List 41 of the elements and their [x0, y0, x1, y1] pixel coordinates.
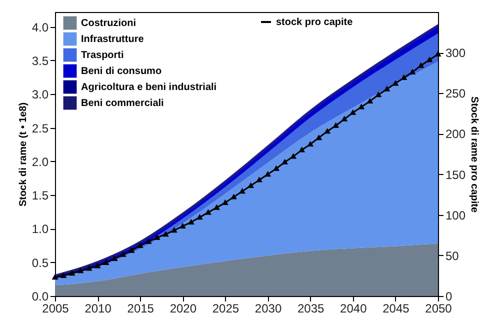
legend-label: stock pro capite: [276, 17, 354, 28]
y2-tick-label: 250: [446, 86, 466, 101]
y2-tick-label: 0: [446, 290, 452, 304]
y2-tick-label: 150: [446, 168, 466, 182]
y2-axis-title: Stock di rame pro capite: [468, 96, 480, 214]
point: [265, 172, 270, 177]
legend-label: Agricoltura e beni industriali: [81, 82, 217, 93]
point: [316, 135, 322, 140]
y-tick-label: 3.5: [32, 54, 49, 68]
x-tick-label: 2015: [127, 302, 154, 316]
legend-label: Costruzioni: [81, 18, 136, 29]
x-tick-label: 2050: [425, 302, 452, 316]
y-tick-label: 1.5: [32, 188, 49, 203]
y-tick-label: 2.0: [32, 154, 49, 169]
y2-tick-label: 100: [446, 208, 466, 222]
legend-label: Infrastrutture: [81, 34, 144, 45]
y-tick-label: 1.0: [32, 222, 49, 236]
x-tick-label: 2010: [84, 302, 112, 316]
y-tick-label: 4.0: [32, 20, 49, 34]
x-tick-label: 2040: [340, 302, 368, 316]
legend-label: Trasporti: [81, 50, 124, 61]
x-tick-label: 2035: [297, 302, 325, 316]
legend-label: Beni di consumo: [81, 66, 162, 77]
y2-tick-label: 300: [446, 46, 466, 60]
point: [308, 142, 313, 147]
y-tick-label: 3.0: [32, 88, 49, 102]
y2-tick-label: 200: [446, 127, 466, 142]
y-tick-label: 0.5: [32, 256, 49, 270]
y-tick-label: 2.5: [32, 121, 49, 136]
x-tick-label: 2025: [212, 302, 240, 316]
point: [197, 214, 202, 220]
y-axis-title: Stock di rame (t • 1e8): [18, 102, 29, 207]
y-tick-label: 0.0: [32, 290, 49, 304]
x-tick-label: 2030: [254, 302, 282, 316]
y2-tick-label: 50: [446, 248, 460, 263]
point: [172, 228, 177, 233]
legend-label: Beni commerciali: [81, 98, 164, 109]
x-tick-label: 2045: [382, 302, 410, 316]
point: [324, 128, 330, 134]
x-tick-label: 2005: [42, 302, 70, 316]
x-tick-label: 2020: [170, 302, 197, 316]
